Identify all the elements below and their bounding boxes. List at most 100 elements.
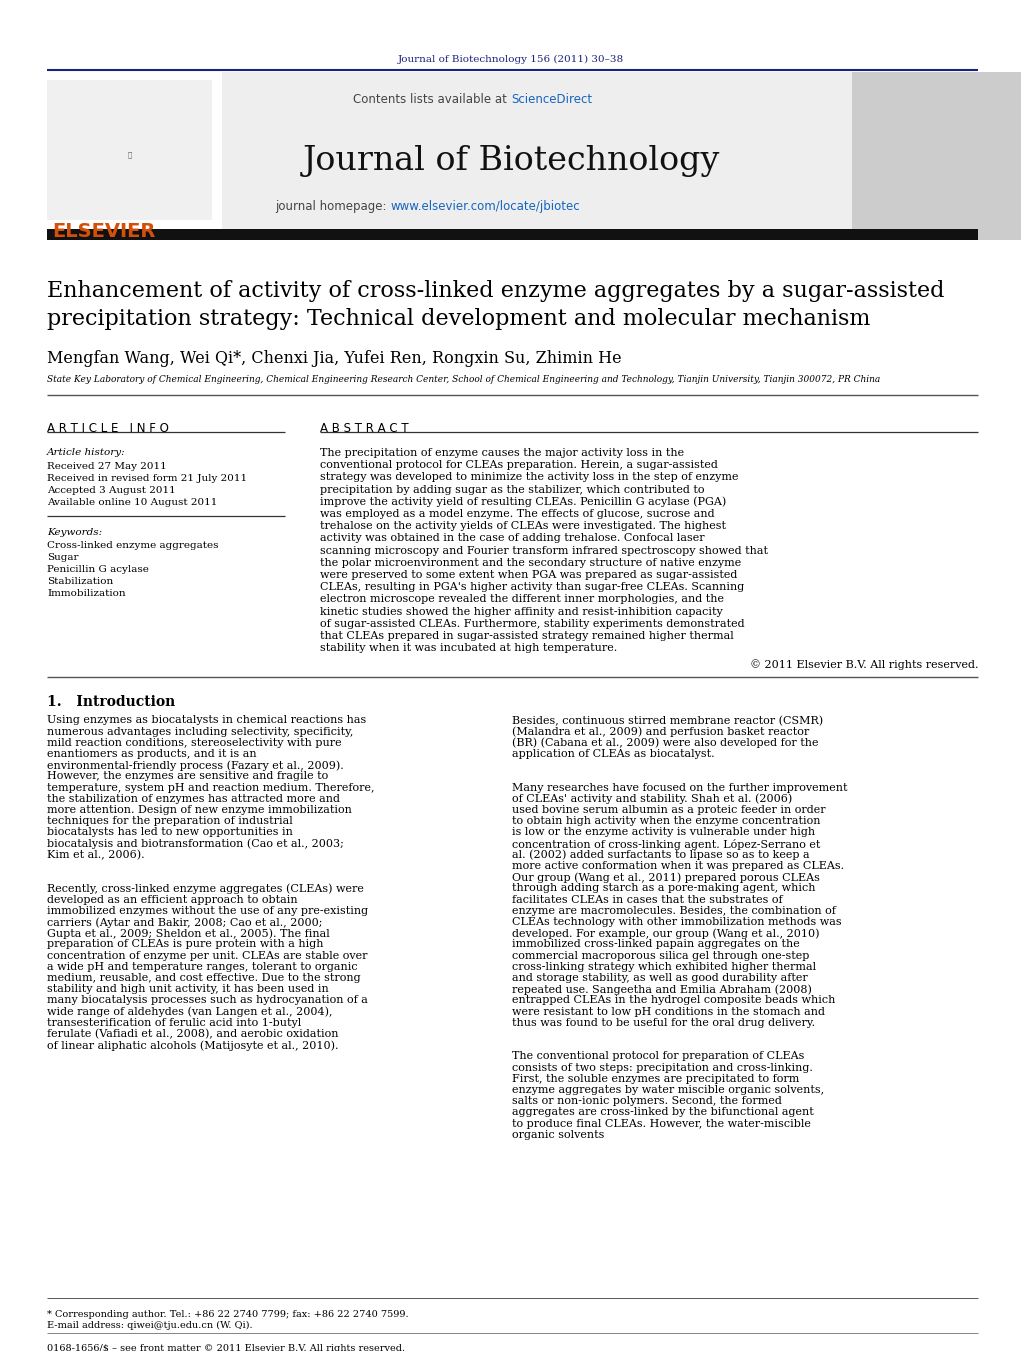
Text: to obtain high activity when the enzyme concentration: to obtain high activity when the enzyme … — [512, 816, 821, 827]
Text: Sugar: Sugar — [47, 553, 79, 562]
Text: al. (2002) added surfactants to lipase so as to keep a: al. (2002) added surfactants to lipase s… — [512, 850, 810, 861]
Text: transesterification of ferulic acid into 1-butyl: transesterification of ferulic acid into… — [47, 1017, 301, 1028]
Text: used bovine serum albumin as a proteic feeder in order: used bovine serum albumin as a proteic f… — [512, 805, 826, 815]
Text: (Malandra et al., 2009) and perfusion basket reactor: (Malandra et al., 2009) and perfusion ba… — [512, 727, 810, 738]
Text: a wide pH and temperature ranges, tolerant to organic: a wide pH and temperature ranges, tolera… — [47, 962, 357, 971]
Text: Our group (Wang et al., 2011) prepared porous CLEAs: Our group (Wang et al., 2011) prepared p… — [512, 873, 820, 882]
Text: electron microscope revealed the different inner morphologies, and the: electron microscope revealed the differe… — [320, 594, 724, 604]
Text: CLEAs, resulting in PGA's higher activity than sugar-free CLEAs. Scanning: CLEAs, resulting in PGA's higher activit… — [320, 582, 744, 592]
Text: salts or non-ionic polymers. Second, the formed: salts or non-ionic polymers. Second, the… — [512, 1096, 782, 1106]
Text: However, the enzymes are sensitive and fragile to: However, the enzymes are sensitive and f… — [47, 771, 328, 781]
Text: mild reaction conditions, stereoselectivity with pure: mild reaction conditions, stereoselectiv… — [47, 738, 342, 748]
Text: Journal of Biotechnology 156 (2011) 30–38: Journal of Biotechnology 156 (2011) 30–3… — [398, 55, 624, 63]
Text: E-mail address: qiwei@tju.edu.cn (W. Qi).: E-mail address: qiwei@tju.edu.cn (W. Qi)… — [47, 1321, 252, 1331]
Text: * Corresponding author. Tel.: +86 22 2740 7799; fax: +86 22 2740 7599.: * Corresponding author. Tel.: +86 22 274… — [47, 1310, 408, 1319]
Text: biocatalysts has led to new opportunities in: biocatalysts has led to new opportunitie… — [47, 827, 293, 838]
Text: thus was found to be useful for the oral drug delivery.: thus was found to be useful for the oral… — [512, 1017, 815, 1028]
Text: improve the activity yield of resulting CLEAs. Penicillin G acylase (PGA): improve the activity yield of resulting … — [320, 497, 726, 508]
Text: through adding starch as a pore-making agent, which: through adding starch as a pore-making a… — [512, 884, 816, 893]
Text: more active conformation when it was prepared as CLEAs.: more active conformation when it was pre… — [512, 861, 844, 871]
Text: Penicillin G acylase: Penicillin G acylase — [47, 565, 149, 574]
Text: and storage stability, as well as good durability after: and storage stability, as well as good d… — [512, 973, 808, 984]
Text: (BR) (Cabana et al., 2009) were also developed for the: (BR) (Cabana et al., 2009) were also dev… — [512, 738, 819, 748]
Text: of linear aliphatic alcohols (Matijosyte et al., 2010).: of linear aliphatic alcohols (Matijosyte… — [47, 1040, 339, 1051]
Text: stability when it was incubated at high temperature.: stability when it was incubated at high … — [320, 643, 618, 653]
Text: ScienceDirect: ScienceDirect — [510, 93, 592, 105]
Text: CLEAs technology with other immobilization methods was: CLEAs technology with other immobilizati… — [512, 917, 841, 927]
Text: Besides, continuous stirred membrane reactor (CSMR): Besides, continuous stirred membrane rea… — [512, 716, 823, 725]
Text: conventional protocol for CLEAs preparation. Herein, a sugar-assisted: conventional protocol for CLEAs preparat… — [320, 461, 718, 470]
Text: Journal of Biotechnology: Journal of Biotechnology — [302, 145, 720, 177]
Text: journal homepage:: journal homepage: — [275, 200, 390, 213]
Text: precipitation by adding sugar as the stabilizer, which contributed to: precipitation by adding sugar as the sta… — [320, 485, 704, 494]
Text: Mengfan Wang, Wei Qi*, Chenxi Jia, Yufei Ren, Rongxin Su, Zhimin He: Mengfan Wang, Wei Qi*, Chenxi Jia, Yufei… — [47, 350, 622, 367]
Text: The conventional protocol for preparation of CLEAs: The conventional protocol for preparatio… — [512, 1051, 805, 1062]
Text: repeated use. Sangeetha and Emilia Abraham (2008): repeated use. Sangeetha and Emilia Abrah… — [512, 984, 812, 994]
Text: Gupta et al., 2009; Sheldon et al., 2005). The final: Gupta et al., 2009; Sheldon et al., 2005… — [47, 928, 330, 939]
Text: cross-linking strategy which exhibited higher thermal: cross-linking strategy which exhibited h… — [512, 962, 816, 971]
Text: Received 27 May 2011: Received 27 May 2011 — [47, 462, 166, 471]
Text: Stabilization: Stabilization — [47, 577, 113, 586]
Text: wide range of aldehydes (van Langen et al., 2004),: wide range of aldehydes (van Langen et a… — [47, 1006, 333, 1017]
Text: the polar microenvironment and the secondary structure of native enzyme: the polar microenvironment and the secon… — [320, 558, 741, 567]
Text: were resistant to low pH conditions in the stomach and: were resistant to low pH conditions in t… — [512, 1006, 825, 1016]
Text: commercial macroporous silica gel through one-step: commercial macroporous silica gel throug… — [512, 951, 810, 961]
Text: more attention. Design of new enzyme immobilization: more attention. Design of new enzyme imm… — [47, 805, 352, 815]
Text: enzyme aggregates by water miscible organic solvents,: enzyme aggregates by water miscible orga… — [512, 1085, 824, 1096]
Text: many biocatalysis processes such as hydrocyanation of a: many biocatalysis processes such as hydr… — [47, 996, 368, 1005]
Text: www.elsevier.com/locate/jbiotec: www.elsevier.com/locate/jbiotec — [390, 200, 580, 213]
Text: Available online 10 August 2011: Available online 10 August 2011 — [47, 499, 217, 507]
Text: preparation of CLEAs is pure protein with a high: preparation of CLEAs is pure protein wit… — [47, 939, 324, 950]
Text: Using enzymes as biocatalysts in chemical reactions has: Using enzymes as biocatalysts in chemica… — [47, 716, 367, 725]
Text: A B S T R A C T: A B S T R A C T — [320, 422, 408, 435]
Text: organic solvents: organic solvents — [512, 1129, 604, 1140]
Text: developed as an efficient approach to obtain: developed as an efficient approach to ob… — [47, 894, 298, 905]
Text: State Key Laboratory of Chemical Engineering, Chemical Engineering Research Cent: State Key Laboratory of Chemical Enginee… — [47, 376, 880, 384]
Text: the stabilization of enzymes has attracted more and: the stabilization of enzymes has attract… — [47, 794, 340, 804]
Text: First, the soluble enzymes are precipitated to form: First, the soluble enzymes are precipita… — [512, 1074, 799, 1084]
Text: A R T I C L E   I N F O: A R T I C L E I N F O — [47, 422, 168, 435]
Text: immobilized cross-linked papain aggregates on the: immobilized cross-linked papain aggregat… — [512, 939, 799, 950]
Text: Kim et al., 2006).: Kim et al., 2006). — [47, 850, 145, 861]
Text: Article history:: Article history: — [47, 449, 126, 457]
Text: Received in revised form 21 July 2011: Received in revised form 21 July 2011 — [47, 474, 247, 484]
Text: ⬛: ⬛ — [128, 151, 132, 158]
Text: carriers (Aytar and Bakir, 2008; Cao et al., 2000;: carriers (Aytar and Bakir, 2008; Cao et … — [47, 917, 323, 928]
Text: application of CLEAs as biocatalyst.: application of CLEAs as biocatalyst. — [512, 748, 715, 759]
Text: concentration of enzyme per unit. CLEAs are stable over: concentration of enzyme per unit. CLEAs … — [47, 951, 368, 961]
Bar — [47, 72, 222, 240]
Text: enzyme are macromolecules. Besides, the combination of: enzyme are macromolecules. Besides, the … — [512, 905, 836, 916]
Text: techniques for the preparation of industrial: techniques for the preparation of indust… — [47, 816, 293, 827]
Text: precipitation strategy: Technical development and molecular mechanism: precipitation strategy: Technical develo… — [47, 308, 870, 330]
Text: immobilized enzymes without the use of any pre-existing: immobilized enzymes without the use of a… — [47, 905, 369, 916]
Text: Immobilization: Immobilization — [47, 589, 126, 598]
Text: Many researches have focused on the further improvement: Many researches have focused on the furt… — [512, 782, 847, 793]
Text: numerous advantages including selectivity, specificity,: numerous advantages including selectivit… — [47, 727, 353, 736]
Text: Contents lists available at: Contents lists available at — [353, 93, 510, 105]
Text: Enhancement of activity of cross-linked enzyme aggregates by a sugar-assisted: Enhancement of activity of cross-linked … — [47, 280, 944, 303]
Text: of CLEAs' activity and stability. Shah et al. (2006): of CLEAs' activity and stability. Shah e… — [512, 794, 792, 804]
Bar — [222, 72, 852, 240]
Text: © 2011 Elsevier B.V. All rights reserved.: © 2011 Elsevier B.V. All rights reserved… — [749, 659, 978, 670]
Text: aggregates are cross-linked by the bifunctional agent: aggregates are cross-linked by the bifun… — [512, 1108, 814, 1117]
Text: 0168-1656/$ – see front matter © 2011 Elsevier B.V. All rights reserved.: 0168-1656/$ – see front matter © 2011 El… — [47, 1344, 405, 1351]
Text: facilitates CLEAs in cases that the substrates of: facilitates CLEAs in cases that the subs… — [512, 894, 783, 905]
Text: enantiomers as products, and it is an: enantiomers as products, and it is an — [47, 748, 256, 759]
Text: to produce final CLEAs. However, the water-miscible: to produce final CLEAs. However, the wat… — [512, 1119, 811, 1128]
Text: environmental-friendly process (Fazary et al., 2009).: environmental-friendly process (Fazary e… — [47, 761, 344, 771]
Text: The precipitation of enzyme causes the major activity loss in the: The precipitation of enzyme causes the m… — [320, 449, 684, 458]
Text: strategy was developed to minimize the activity loss in the step of enzyme: strategy was developed to minimize the a… — [320, 473, 738, 482]
Text: temperature, system pH and reaction medium. Therefore,: temperature, system pH and reaction medi… — [47, 782, 375, 793]
Bar — [47, 80, 212, 220]
Text: of sugar-assisted CLEAs. Furthermore, stability experiments demonstrated: of sugar-assisted CLEAs. Furthermore, st… — [320, 619, 744, 628]
Text: trehalose on the activity yields of CLEAs were investigated. The highest: trehalose on the activity yields of CLEA… — [320, 521, 726, 531]
Text: biocatalysis and biotransformation (Cao et al., 2003;: biocatalysis and biotransformation (Cao … — [47, 839, 344, 850]
Bar — [852, 72, 1021, 240]
Text: 1.   Introduction: 1. Introduction — [47, 696, 176, 709]
Text: Keywords:: Keywords: — [47, 528, 102, 536]
Text: was employed as a model enzyme. The effects of glucose, sucrose and: was employed as a model enzyme. The effe… — [320, 509, 715, 519]
Text: Cross-linked enzyme aggregates: Cross-linked enzyme aggregates — [47, 540, 218, 550]
Text: activity was obtained in the case of adding trehalose. Confocal laser: activity was obtained in the case of add… — [320, 534, 704, 543]
Text: is low or the enzyme activity is vulnerable under high: is low or the enzyme activity is vulnera… — [512, 827, 815, 838]
Text: stability and high unit activity, it has been used in: stability and high unit activity, it has… — [47, 984, 329, 994]
